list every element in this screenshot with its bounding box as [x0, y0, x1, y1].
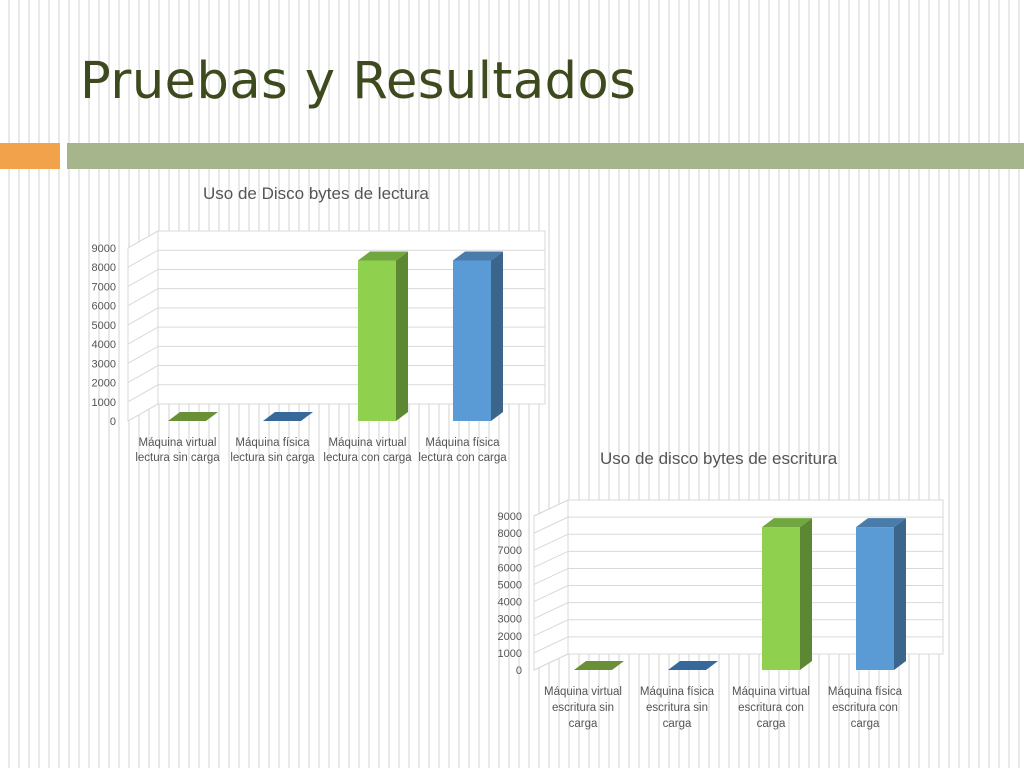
y-tick-label: 1000	[498, 648, 522, 660]
x-tick-label: Máquina física	[425, 437, 500, 449]
y-tick-label: 7000	[92, 281, 116, 293]
x-category-label: Máquina física lectura sin carga	[230, 437, 315, 464]
x-category-label: Máquina virtual lectura con carga	[323, 437, 412, 464]
bar-top	[168, 412, 218, 421]
x-tick-label: escritura con	[832, 702, 898, 714]
x-category-label: Máquina física escritura con carga	[828, 686, 903, 730]
bar-front	[453, 260, 491, 421]
bar-top	[856, 518, 906, 528]
chart-title-read: Uso de Disco bytes de lectura	[203, 184, 429, 203]
x-tick-label: lectura sin carga	[135, 452, 220, 464]
x-tick-label: lectura con carga	[323, 452, 412, 464]
x-category-label: Máquina física escritura sin carga	[640, 686, 715, 730]
bar	[856, 518, 906, 670]
bar-side	[894, 518, 906, 670]
gridline	[533, 550, 943, 568]
bar-side	[396, 251, 408, 421]
y-tick-label: 7000	[498, 545, 522, 557]
bar-front	[856, 527, 894, 670]
gridline	[533, 585, 943, 603]
y-tick-label: 3000	[498, 614, 522, 626]
x-tick-label: escritura con	[738, 702, 804, 714]
gridline	[533, 653, 943, 671]
x-category-label: Máquina virtual lectura sin carga	[135, 437, 220, 464]
gridline	[533, 533, 943, 551]
gridline	[127, 268, 545, 287]
bar-top	[358, 251, 408, 261]
y-tick-label: 8000	[498, 528, 522, 540]
gridline	[127, 384, 545, 403]
x-tick-label: carga	[569, 718, 598, 730]
gridline	[127, 365, 545, 383]
y-tick-label: 0	[110, 416, 116, 428]
bar-top	[263, 412, 313, 421]
bar-side	[800, 518, 812, 670]
y-tick-label: 8000	[92, 262, 116, 274]
gridline	[533, 636, 943, 654]
y-tick-label: 4000	[92, 339, 116, 351]
gridline	[127, 326, 545, 345]
x-tick-label: carga	[663, 718, 692, 730]
accent-bar-green	[67, 143, 1024, 169]
x-tick-label: Máquina virtual	[329, 437, 407, 449]
bar-top	[453, 251, 503, 261]
y-tick-label: 9000	[498, 511, 522, 523]
bar	[574, 661, 624, 670]
bar-top	[574, 661, 624, 670]
gridline	[127, 307, 545, 326]
bar-top	[668, 661, 718, 670]
x-tick-label: Máquina virtual	[732, 686, 810, 698]
gridline	[533, 499, 943, 517]
bar	[168, 412, 218, 421]
y-tick-label: 4000	[498, 597, 522, 609]
y-tick-label: 6000	[498, 562, 522, 574]
gridline	[127, 345, 545, 364]
accent-bar-orange	[0, 143, 60, 169]
gridline	[533, 516, 943, 534]
y-tick-label: 2000	[498, 631, 522, 643]
gridline	[533, 619, 943, 637]
gridline	[533, 602, 943, 620]
x-tick-label: escritura sin	[552, 702, 614, 714]
gridline	[127, 403, 545, 422]
bar-side	[491, 251, 503, 421]
bar	[453, 251, 503, 421]
y-tick-label: 2000	[92, 378, 116, 390]
x-tick-label: Máquina física	[640, 686, 715, 698]
x-tick-label: Máquina virtual	[544, 686, 622, 698]
bar	[668, 661, 718, 670]
y-tick-label: 1000	[92, 397, 116, 409]
y-tick-label: 3000	[92, 358, 116, 370]
x-tick-label: lectura con carga	[418, 452, 507, 464]
y-tick-label: 9000	[92, 243, 116, 255]
x-tick-label: carga	[757, 718, 786, 730]
bar-front	[358, 260, 396, 421]
x-tick-label: Máquina virtual	[139, 437, 217, 449]
bar	[358, 251, 408, 421]
x-tick-label: carga	[851, 718, 880, 730]
x-tick-label: lectura sin carga	[230, 452, 315, 464]
y-tick-label: 6000	[92, 301, 116, 313]
bar-top	[762, 518, 812, 528]
x-tick-label: escritura sin	[646, 702, 708, 714]
x-tick-label: Máquina física	[828, 686, 903, 698]
bar-front	[762, 527, 800, 670]
x-category-label: Máquina virtual escritura con carga	[732, 686, 810, 730]
y-tick-label: 5000	[498, 579, 522, 591]
x-tick-label: Máquina física	[235, 437, 310, 449]
bar	[762, 518, 812, 670]
y-tick-label: 0	[516, 665, 522, 677]
slide-title: Pruebas y Resultados	[80, 52, 637, 111]
y-tick-label: 5000	[92, 320, 116, 332]
chart-title-write: Uso de disco bytes de escritura	[600, 449, 838, 468]
x-category-label: Máquina física lectura con carga	[418, 437, 507, 464]
bar	[263, 412, 313, 421]
gridline	[127, 230, 545, 249]
x-category-label: Máquina virtual escritura sin carga	[544, 686, 622, 730]
gridline	[127, 288, 545, 307]
gridline	[127, 249, 545, 268]
gridline	[533, 567, 943, 585]
